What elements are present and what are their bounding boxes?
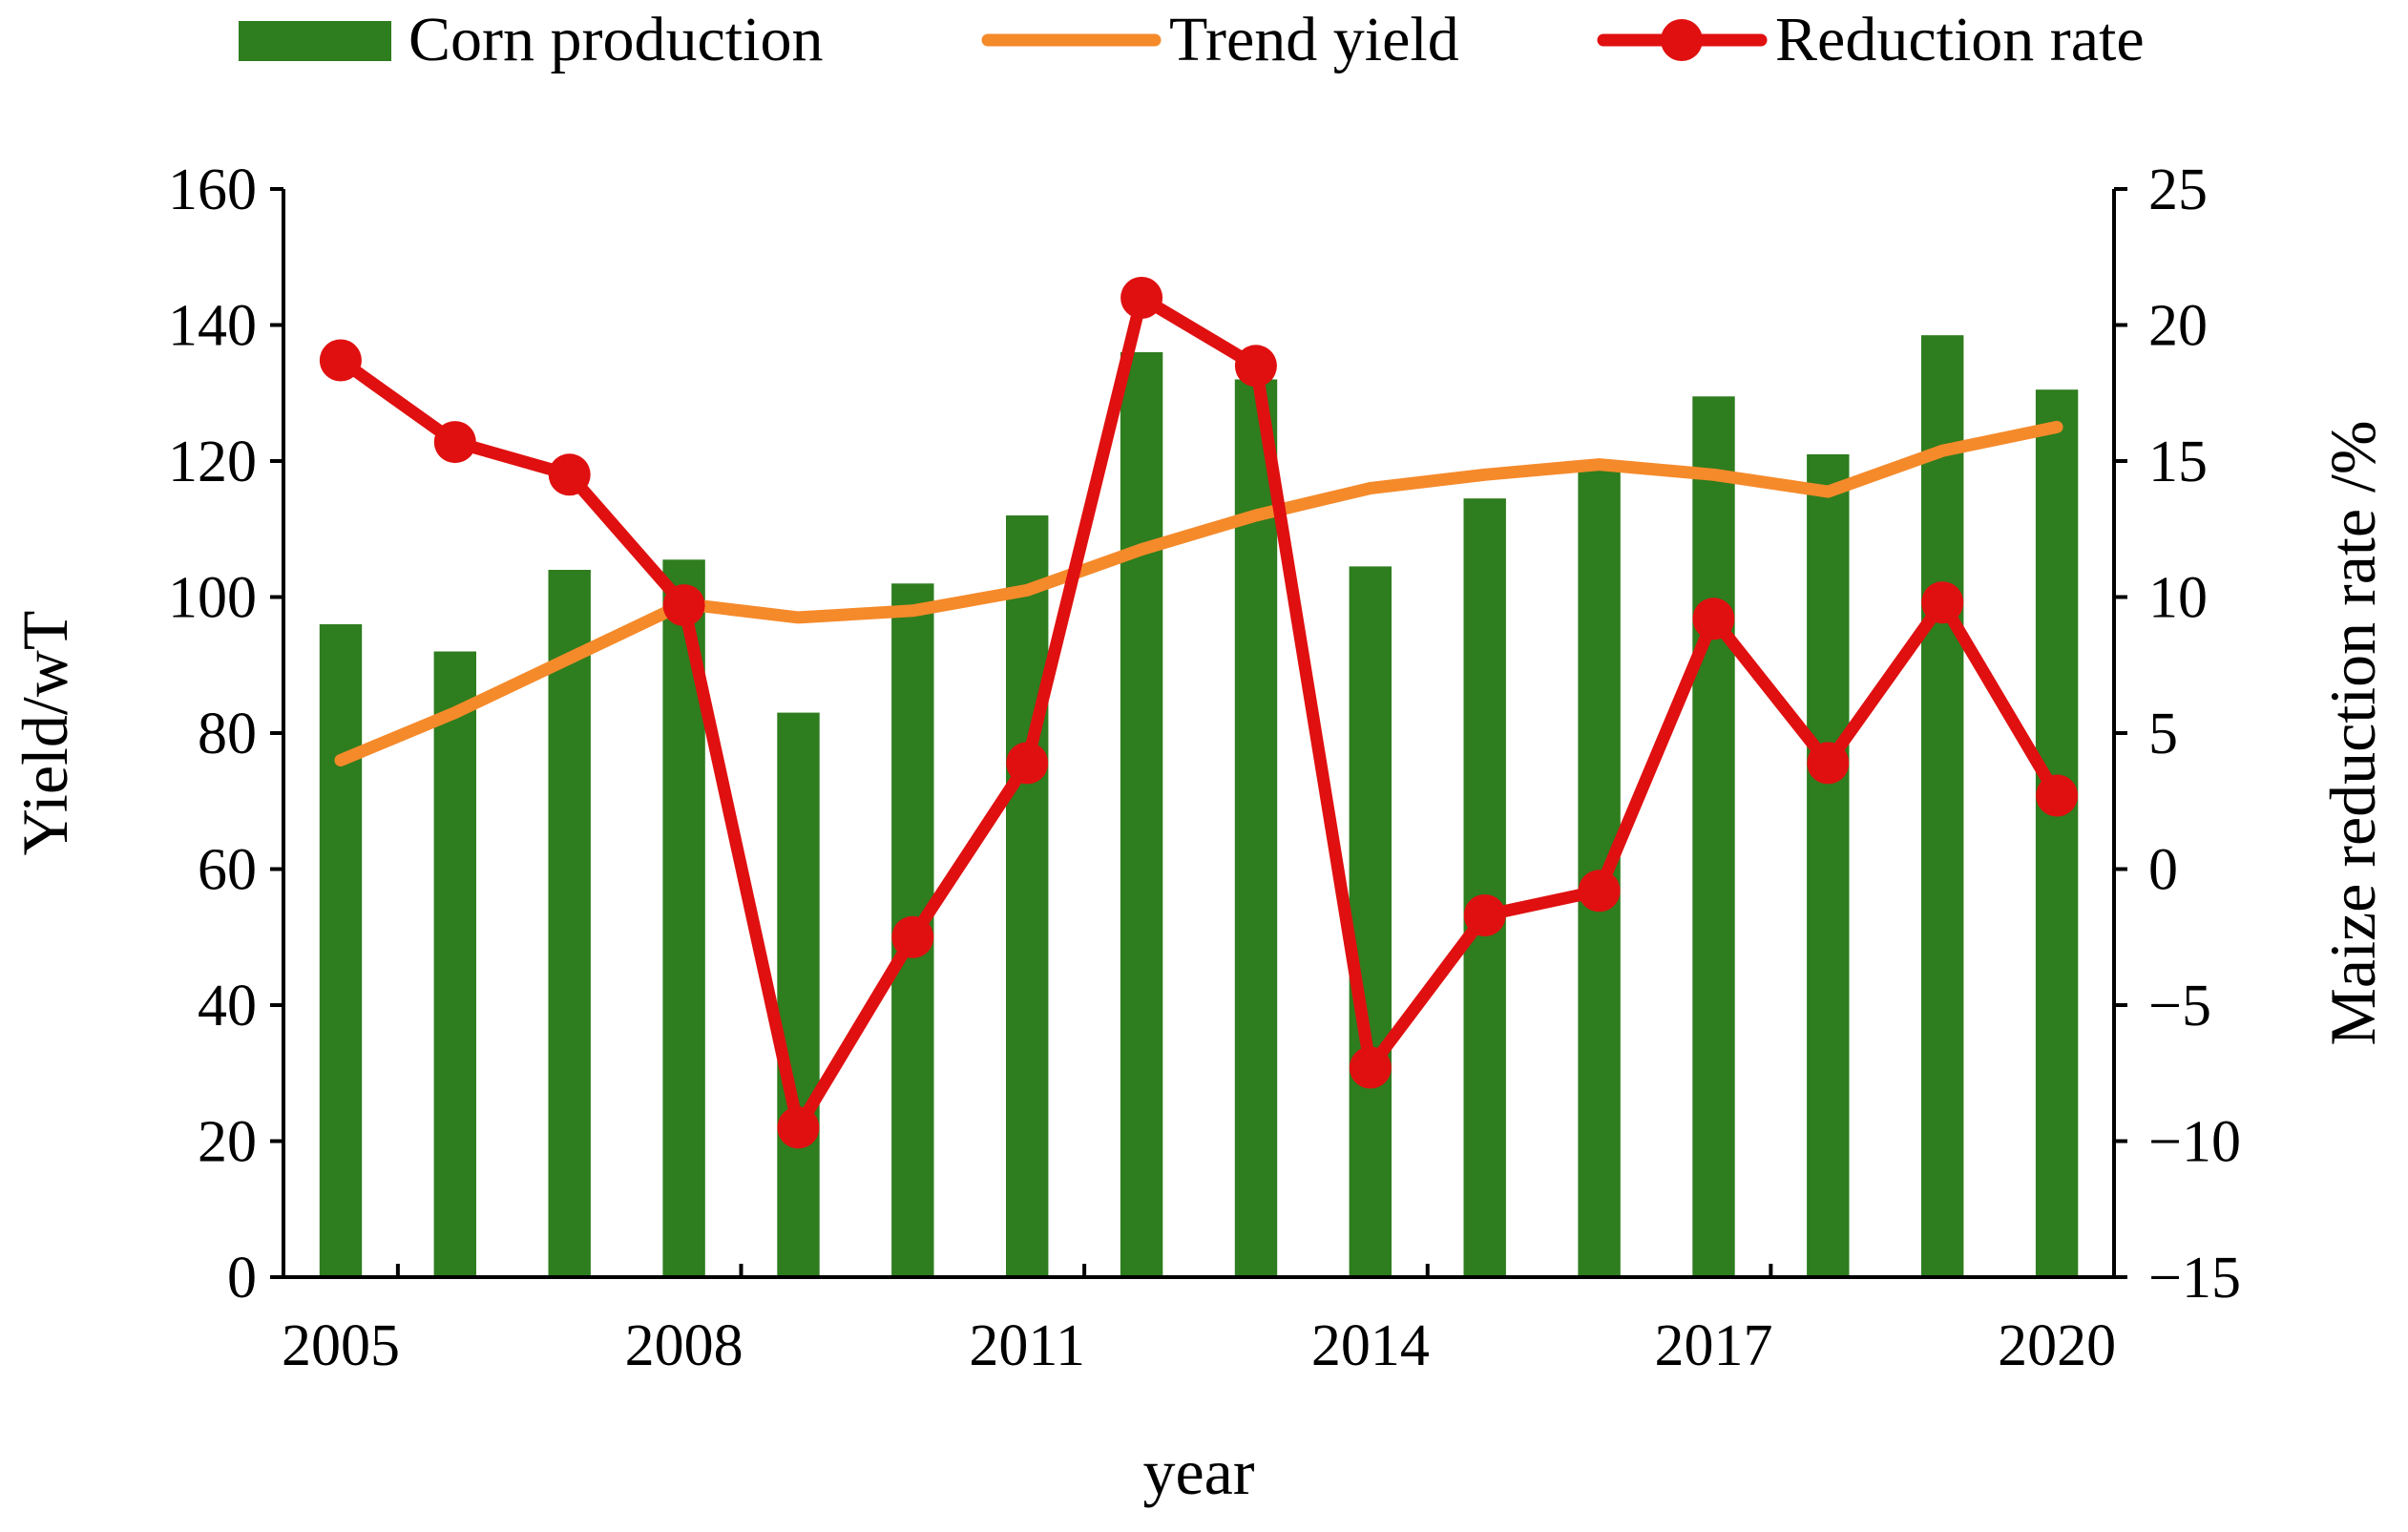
legend: Corn production Trend yield Reduction ra…	[239, 5, 2145, 74]
right-tick-label: 0	[2148, 838, 2178, 903]
legend-label-corn-production: Corn production	[408, 5, 823, 74]
x-tick-label: 2014	[1311, 1313, 1430, 1378]
right-tick-label: 15	[2148, 430, 2208, 494]
bar-2011	[1006, 515, 1049, 1277]
reduction-rate-point-2011	[1006, 742, 1049, 785]
reduction-rate-point-2017	[1692, 598, 1735, 640]
legend-label-trend-yield: Trend yield	[1169, 5, 1459, 74]
left-axis-title: Yield/wT	[9, 611, 81, 856]
bar-series-corn-production	[319, 335, 2079, 1278]
right-tick-label: 5	[2148, 702, 2178, 766]
right-tick-label: 10	[2148, 566, 2208, 631]
left-tick-label: 140	[168, 294, 257, 359]
reduction-rate-point-2018	[1807, 742, 1850, 785]
bar-2020	[2035, 389, 2079, 1277]
left-tick-label: 100	[168, 566, 257, 631]
bar-2006	[433, 651, 476, 1277]
reduction-rate-point-2014	[1349, 1046, 1392, 1089]
right-y-ticks: 25 20 15 10 5 0 −15 −10 −5	[2114, 157, 2241, 1311]
line-series-trend-yield	[334, 420, 2063, 766]
x-tick-label: 2011	[969, 1313, 1085, 1378]
bar-2019	[1921, 335, 1964, 1277]
right-tick-label: −10	[2148, 1110, 2241, 1175]
reduction-rate-point-2007	[548, 453, 591, 496]
right-tick-label: −15	[2148, 1246, 2241, 1311]
left-tick-label: 120	[168, 430, 257, 494]
legend-label-reduction-rate: Reduction rate	[1775, 5, 2145, 74]
left-tick-label: 80	[198, 702, 257, 766]
left-y-ticks: 0 20 40 60 80 100 120 140 160	[168, 157, 283, 1311]
trend-yield-line	[334, 420, 2063, 766]
reduction-rate-point-2009	[777, 1106, 820, 1149]
right-axis-title: Maize reduction rate /%	[2316, 420, 2389, 1045]
reduction-rate-point-2005	[319, 339, 362, 382]
bar-2017	[1692, 396, 1735, 1277]
legend-swatch-reduction-rate-marker	[1661, 19, 1703, 61]
reduction-rate-point-2016	[1578, 870, 1621, 913]
right-tick-label: 25	[2148, 157, 2208, 222]
reduction-rate-point-2010	[891, 915, 934, 958]
x-tick-label: 2008	[625, 1313, 743, 1378]
right-tick-label: −5	[2148, 974, 2211, 1039]
reduction-rate-point-2020	[2036, 774, 2079, 817]
line-series-reduction-rate	[319, 277, 2079, 1149]
reduction-rate-point-2015	[1463, 894, 1506, 936]
bar-2007	[548, 570, 591, 1277]
left-tick-label: 40	[198, 974, 257, 1039]
left-tick-label: 20	[198, 1110, 257, 1175]
bar-2013	[1234, 379, 1278, 1277]
x-axis-title: year	[1142, 1436, 1254, 1508]
left-tick-label: 60	[198, 838, 257, 903]
reduction-rate-point-2008	[662, 584, 705, 627]
bar-2015	[1463, 498, 1506, 1277]
bar-2005	[319, 624, 363, 1277]
left-tick-label: 0	[227, 1246, 257, 1311]
reduction-rate-point-2019	[1921, 581, 1964, 624]
x-ticks: 2005 2008 2011 2014 2017 2020	[282, 1264, 2116, 1378]
reduction-rate-point-2012	[1120, 277, 1163, 319]
reduction-rate-point-2013	[1234, 345, 1277, 388]
x-tick-label: 2020	[1998, 1313, 2116, 1378]
bar-2012	[1120, 352, 1163, 1277]
right-tick-label: 20	[2148, 294, 2208, 359]
bar-2009	[777, 712, 820, 1277]
legend-swatch-corn-production	[239, 21, 391, 61]
left-tick-label: 160	[168, 157, 257, 222]
x-tick-label: 2017	[1654, 1313, 1772, 1378]
reduction-rate-point-2006	[433, 421, 476, 464]
bar-2014	[1349, 566, 1392, 1277]
reduction-rate-line	[334, 291, 2063, 1134]
x-tick-label: 2005	[282, 1313, 400, 1378]
bar-2018	[1807, 453, 1850, 1277]
